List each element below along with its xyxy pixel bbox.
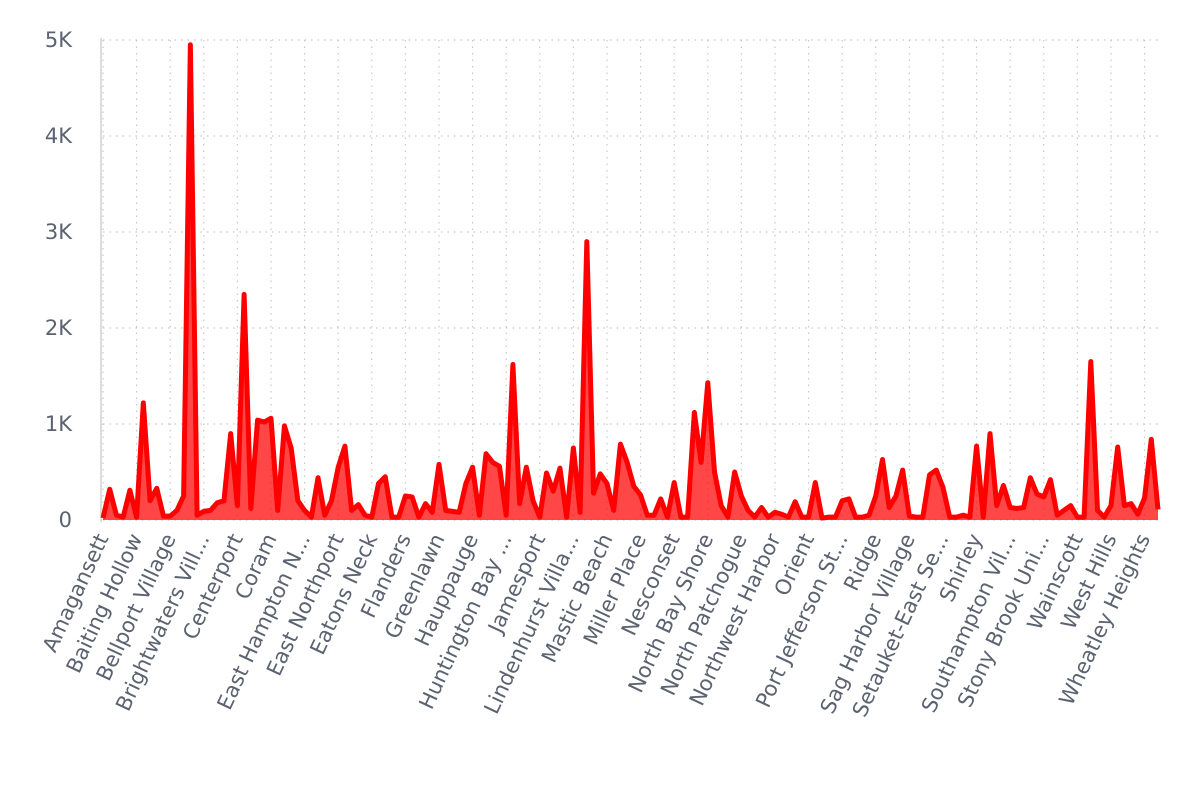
area-line xyxy=(100,42,1161,521)
y-tick-label: 3K xyxy=(45,220,73,244)
y-tick-label: 1K xyxy=(45,412,73,436)
y-tick-label: 5K xyxy=(45,28,73,52)
y-tick-label: 2K xyxy=(45,316,73,340)
y-tick-label: 0 xyxy=(59,508,72,532)
area-fill xyxy=(103,44,1158,521)
y-tick-label: 4K xyxy=(45,124,73,148)
